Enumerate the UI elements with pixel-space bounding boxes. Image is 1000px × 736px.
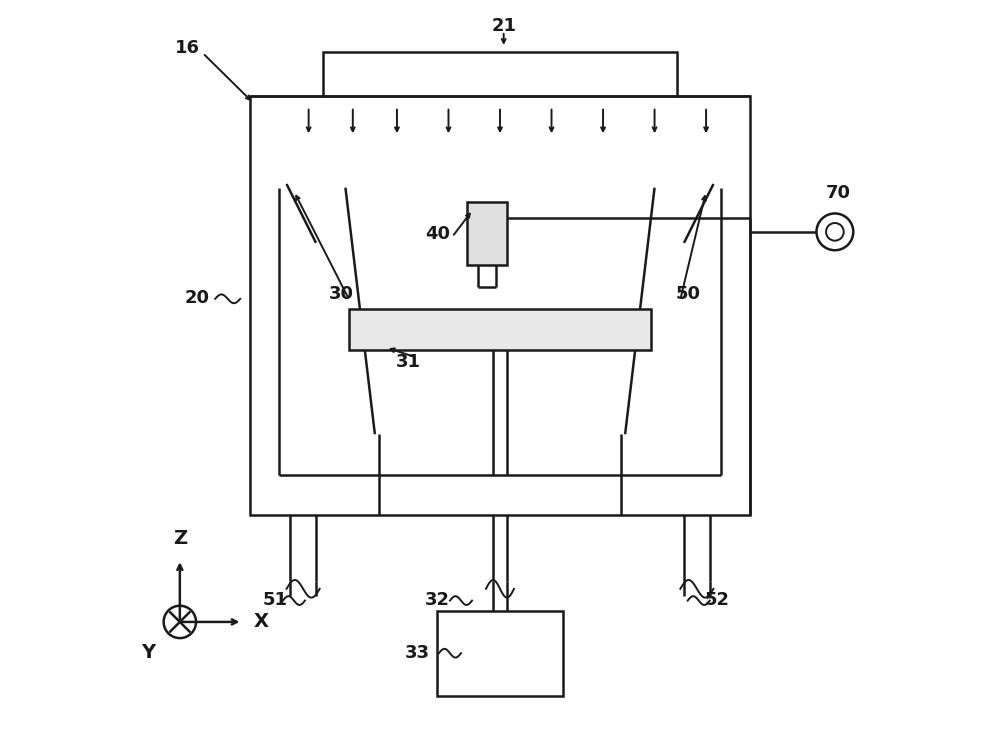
Text: Y: Y — [141, 643, 156, 662]
Text: Z: Z — [173, 529, 187, 548]
Bar — [323, 52, 677, 96]
Bar — [349, 309, 651, 350]
Text: 21: 21 — [491, 17, 516, 35]
Bar — [467, 202, 507, 265]
Text: 70: 70 — [826, 185, 851, 202]
Text: 50: 50 — [675, 286, 700, 303]
Text: 30: 30 — [329, 286, 354, 303]
Text: 33: 33 — [405, 644, 430, 662]
Text: 32: 32 — [425, 591, 450, 609]
Text: 16: 16 — [175, 39, 200, 57]
Text: 52: 52 — [705, 591, 730, 609]
Bar — [250, 96, 750, 515]
Text: 31: 31 — [396, 353, 420, 371]
Bar — [437, 611, 563, 696]
Text: 51: 51 — [263, 591, 288, 609]
Text: X: X — [253, 612, 268, 631]
Text: 20: 20 — [184, 289, 209, 307]
Text: 40: 40 — [425, 225, 450, 243]
